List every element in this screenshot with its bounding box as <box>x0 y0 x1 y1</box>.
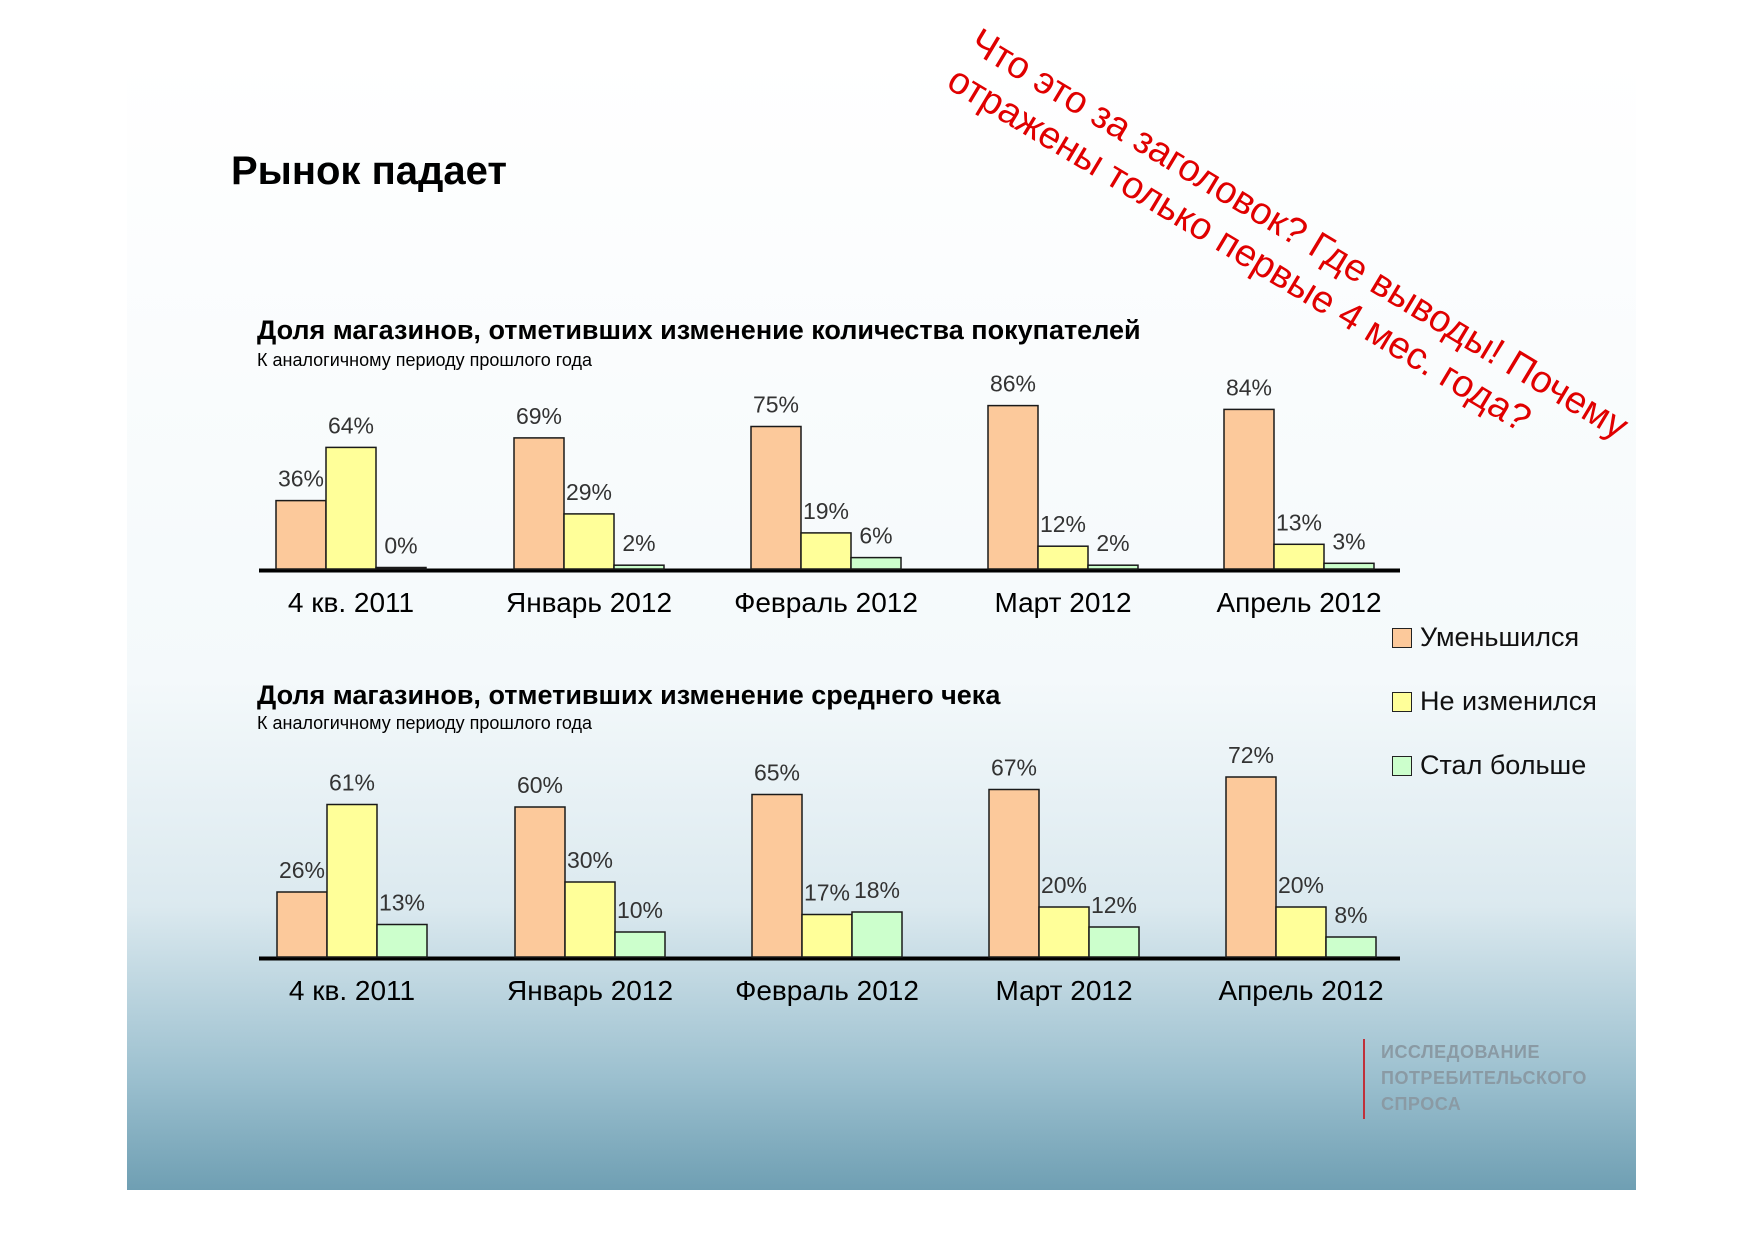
average-check-chart: 26% 61% 13% 4 кв. 2011 60% 30%10% Январь 2012 6… <box>259 742 1400 1006</box>
bar-decreased <box>751 793 803 958</box>
data-label: 13% <box>1276 509 1322 535</box>
bar-decreased <box>513 437 565 570</box>
brand-logo-line: ПОТРЕБИТЕЛЬСКОГО <box>1381 1068 1587 1088</box>
bar-increased <box>376 923 428 958</box>
chart1-title: Доля магазинов, отметивших изменение кол… <box>257 315 1141 345</box>
legend-label-unchanged: Не изменился <box>1420 686 1597 716</box>
data-label: 12% <box>1091 892 1137 918</box>
bar-increased <box>613 564 665 570</box>
bar-increased <box>851 911 903 958</box>
category-label: Февраль 2012 <box>735 975 919 1006</box>
data-label: 13% <box>379 890 425 916</box>
chart1-subtitle: К аналогичному периоду прошлого года <box>257 350 593 370</box>
data-label: 67% <box>991 755 1037 781</box>
category-label: Март 2012 <box>994 587 1131 618</box>
bar-increased <box>850 556 902 570</box>
bar-unchanged <box>1273 543 1325 570</box>
category-label: Март 2012 <box>995 975 1132 1006</box>
data-label: 2% <box>622 530 655 556</box>
data-label: 8% <box>1334 902 1367 928</box>
data-label: 84% <box>1226 374 1272 400</box>
data-label: 61% <box>329 770 375 796</box>
data-label: 64% <box>328 412 374 438</box>
chart2-title: Доля магазинов, отметивших изменение сре… <box>257 680 1001 710</box>
bar-increased <box>375 566 427 570</box>
chart-legend: Уменьшился Не изменился Стал больше <box>1392 622 1632 832</box>
bar-decreased <box>276 891 328 958</box>
data-label: 17% <box>804 880 850 906</box>
data-label: 29% <box>566 479 612 505</box>
data-label: 69% <box>516 403 562 429</box>
category-label: Январь 2012 <box>507 975 673 1006</box>
legend-swatch-decreased <box>1392 628 1412 648</box>
bar-unchanged <box>1037 545 1089 570</box>
bar-unchanged <box>1275 906 1327 958</box>
data-label: 20% <box>1278 872 1324 898</box>
data-label: 65% <box>754 760 800 786</box>
bar-decreased <box>1225 776 1277 958</box>
bar-decreased <box>275 499 327 570</box>
category-label: Апрель 2012 <box>1218 975 1383 1006</box>
bar-decreased <box>987 404 1039 570</box>
data-label: 72% <box>1228 742 1274 768</box>
customers-chart: 36% 64% 0% 4 кв. 2011 69% 29% 2% Январь 2012 75%… <box>259 371 1400 618</box>
bar-unchanged <box>1038 906 1090 958</box>
category-label: 4 кв. 2011 <box>289 975 415 1006</box>
data-label: 75% <box>753 392 799 418</box>
bar-increased <box>1087 564 1139 570</box>
brand-logo: ИССЛЕДОВАНИЕ ПОТРЕБИТЕЛЬСКОГО СПРОСА <box>1363 1039 1587 1119</box>
data-label: 3% <box>1332 528 1365 554</box>
legend-swatch-unchanged <box>1392 692 1412 712</box>
data-label: 20% <box>1041 872 1087 898</box>
category-label: Апрель 2012 <box>1216 587 1381 618</box>
category-label: 4 кв. 2011 <box>288 587 414 618</box>
data-label: 12% <box>1040 511 1086 537</box>
data-label: 30% <box>567 847 613 873</box>
bar-increased <box>1088 926 1140 958</box>
data-label: 60% <box>517 772 563 798</box>
legend-label-increased: Стал больше <box>1420 750 1587 780</box>
bar-decreased <box>988 788 1040 958</box>
data-label: 26% <box>279 857 325 883</box>
bar-decreased <box>750 425 802 570</box>
data-label: 6% <box>859 523 892 549</box>
bar-decreased <box>514 806 566 958</box>
category-label: Январь 2012 <box>506 587 672 618</box>
slide-title: Рынок падает <box>231 149 507 193</box>
data-label: 2% <box>1096 530 1129 556</box>
bar-unchanged <box>801 913 853 958</box>
bar-increased <box>1323 562 1375 570</box>
bar-decreased <box>1223 408 1275 570</box>
legend-label-decreased: Уменьшился <box>1420 622 1580 652</box>
bar-increased <box>614 931 666 958</box>
legend-swatch-increased <box>1392 756 1412 776</box>
bar-unchanged <box>326 803 378 958</box>
bar-unchanged <box>564 881 616 958</box>
data-label: 86% <box>990 371 1036 397</box>
category-label: Февраль 2012 <box>734 587 918 618</box>
bar-increased <box>1325 936 1377 958</box>
bar-unchanged <box>800 532 852 570</box>
bar-unchanged <box>325 446 377 570</box>
chart2-subtitle: К аналогичному периоду прошлого года <box>257 713 593 733</box>
data-label: 10% <box>617 897 663 923</box>
bar-unchanged <box>563 513 615 570</box>
data-label: 0% <box>384 533 417 559</box>
data-label: 19% <box>803 498 849 524</box>
slide: Рынок падает Доля магазинов, отметивших … <box>127 57 1636 1190</box>
brand-logo-line: СПРОСА <box>1381 1094 1462 1114</box>
data-label: 36% <box>278 466 324 492</box>
brand-logo-line: ИССЛЕДОВАНИЕ <box>1381 1042 1540 1062</box>
data-label: 18% <box>854 877 900 903</box>
